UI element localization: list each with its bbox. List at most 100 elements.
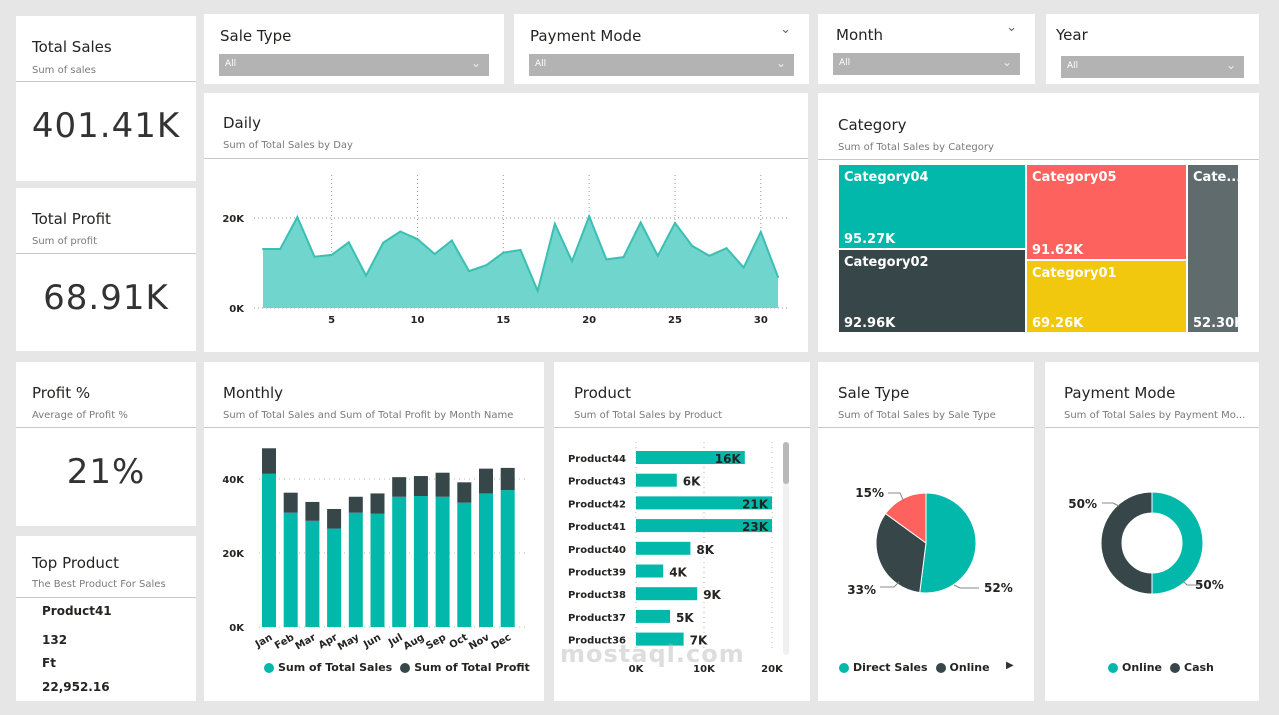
data-label: 15%	[855, 486, 884, 500]
bar-total-profit	[370, 493, 385, 514]
legend-next-arrow-icon[interactable]: ▶	[1006, 660, 1014, 671]
pie-slice-other	[884, 492, 927, 544]
bar-total-sales	[457, 502, 472, 627]
chevron-down-icon[interactable]: ⌄	[1006, 20, 1017, 35]
y-tick-label: Product40	[568, 545, 626, 556]
bar	[636, 519, 772, 533]
x-tick-label: Nov	[467, 632, 492, 653]
x-tick-label: 5	[328, 315, 335, 326]
bar-total-profit	[435, 472, 450, 497]
data-label: 16K	[715, 452, 742, 466]
legend-item[interactable]: Cash	[1184, 661, 1214, 674]
payment-mode-dropdown[interactable]: All ⌄	[529, 54, 794, 76]
chevron-down-icon[interactable]: ⌄	[780, 22, 791, 37]
divider	[16, 81, 196, 82]
data-point	[777, 275, 779, 278]
x-tick-label: Mar	[294, 632, 318, 652]
legend-dot-icon	[400, 662, 411, 673]
divider	[818, 159, 1259, 160]
y-tick-label: Product41	[568, 522, 626, 533]
monthly-chart-card: 0K 20K 40K Jan Feb Mar Apr May Jun Jul Aug Sep Oct No…	[204, 362, 544, 701]
bar-total-profit	[305, 501, 320, 521]
scrollbar-thumb[interactable]	[783, 442, 789, 484]
x-tick-label: Oct	[448, 632, 470, 651]
bar-total-profit	[392, 477, 407, 497]
data-point	[330, 253, 333, 256]
bar-total-profit	[479, 468, 493, 494]
divider	[16, 253, 196, 254]
card-subtitle: Sum of sales	[32, 65, 96, 76]
bar-total-profit	[327, 508, 342, 529]
card-subtitle: The Best Product For Sales	[32, 579, 166, 590]
bar-total-sales	[435, 496, 450, 627]
data-point	[536, 289, 539, 292]
legend-item[interactable]: Direct Sales	[853, 661, 928, 674]
chart-title: Product	[574, 384, 631, 402]
legend-item[interactable]: Online	[1122, 661, 1163, 674]
year-slicer: Year All ⌄	[1046, 14, 1259, 84]
sale-type-dropdown[interactable]: All ⌄	[219, 54, 489, 76]
x-tick-label: Dec	[489, 632, 513, 652]
y-tick-label: Product42	[568, 499, 626, 510]
treemap-tile-category04[interactable]: Category04 95.27K	[839, 165, 1025, 248]
data-point	[399, 230, 402, 233]
data-point	[382, 241, 385, 244]
data-point	[622, 256, 625, 259]
pie-slice-online	[875, 512, 927, 594]
month-dropdown[interactable]: All ⌄	[833, 53, 1020, 75]
treemap-tile-category01[interactable]: Category01 69.26K	[1027, 261, 1186, 332]
x-tick-label: 10K	[693, 664, 716, 675]
product-bar-chart: 0K 10K 20K Product44 16K Product43 6K Product42…	[568, 442, 784, 675]
legend-item[interactable]: Sum of Total Sales	[278, 661, 393, 674]
x-tick-label: Feb	[273, 632, 296, 652]
data-label: 50%	[1195, 578, 1224, 592]
legend-dot-icon	[264, 662, 274, 673]
data-point	[347, 241, 350, 244]
treemap-tile-category05[interactable]: Category05 91.62K	[1027, 165, 1186, 259]
data-label: 52%	[984, 581, 1013, 595]
divider	[204, 158, 808, 159]
bar-total-sales	[413, 496, 428, 627]
x-tick-label: 15	[496, 315, 510, 326]
divider	[554, 427, 810, 428]
chevron-down-icon: ⌄	[1001, 55, 1012, 69]
chart-subtitle: Sum of Total Sales by Sale Type	[838, 410, 996, 421]
divider	[1045, 427, 1259, 428]
payment-mode-slicer: Payment Mode ⌄ All ⌄	[514, 14, 809, 84]
divider	[16, 597, 196, 598]
data-label: 21K	[742, 497, 769, 511]
data-point	[502, 251, 505, 254]
tile-value: 92.96K	[844, 316, 896, 331]
year-dropdown[interactable]: All ⌄	[1061, 56, 1244, 78]
legend-item[interactable]: Online	[949, 661, 990, 674]
top-product-card: Top Product The Best Product For Sales P…	[16, 536, 196, 701]
chart-title: Daily	[223, 114, 261, 132]
bar	[636, 496, 772, 510]
daily-chart-card: 5 10 15 20 25 30 0K 20K Daily Sum of Total Sale…	[204, 93, 808, 352]
legend-item[interactable]: Sum of Total Profit	[414, 661, 530, 674]
card-title: Profit %	[32, 384, 91, 402]
treemap-tile-category02[interactable]: Category02 92.96K	[839, 250, 1025, 332]
x-tick-label: 20	[582, 315, 596, 326]
treemap-tile-category03[interactable]: Cate... 52.30K	[1188, 165, 1244, 332]
x-tick-label: 30	[754, 315, 768, 326]
divider	[818, 427, 1034, 428]
chart-legend: Online Cash	[1108, 661, 1214, 674]
chart-title: Sale Type	[838, 384, 910, 402]
tile-value: 52.30K	[1193, 316, 1245, 331]
data-label: 50%	[1068, 497, 1097, 511]
daily-area-chart: 5 10 15 20 25 30 0K 20K	[222, 175, 790, 326]
scrollbar-track[interactable]	[783, 442, 789, 655]
total-profit-card: Total Profit Sum of profit 68.91K	[16, 188, 196, 351]
data-point	[708, 254, 711, 257]
data-point	[571, 260, 573, 263]
data-point	[553, 222, 556, 225]
payment-mode-donut-chart: 50% 50%	[1068, 491, 1224, 595]
y-tick-label: Product44	[568, 454, 626, 465]
tile-value: 69.26K	[1032, 316, 1084, 331]
divider	[16, 427, 196, 428]
y-tick-label: 0K	[229, 304, 245, 315]
data-label: 8K	[696, 543, 714, 557]
data-point	[519, 248, 522, 251]
